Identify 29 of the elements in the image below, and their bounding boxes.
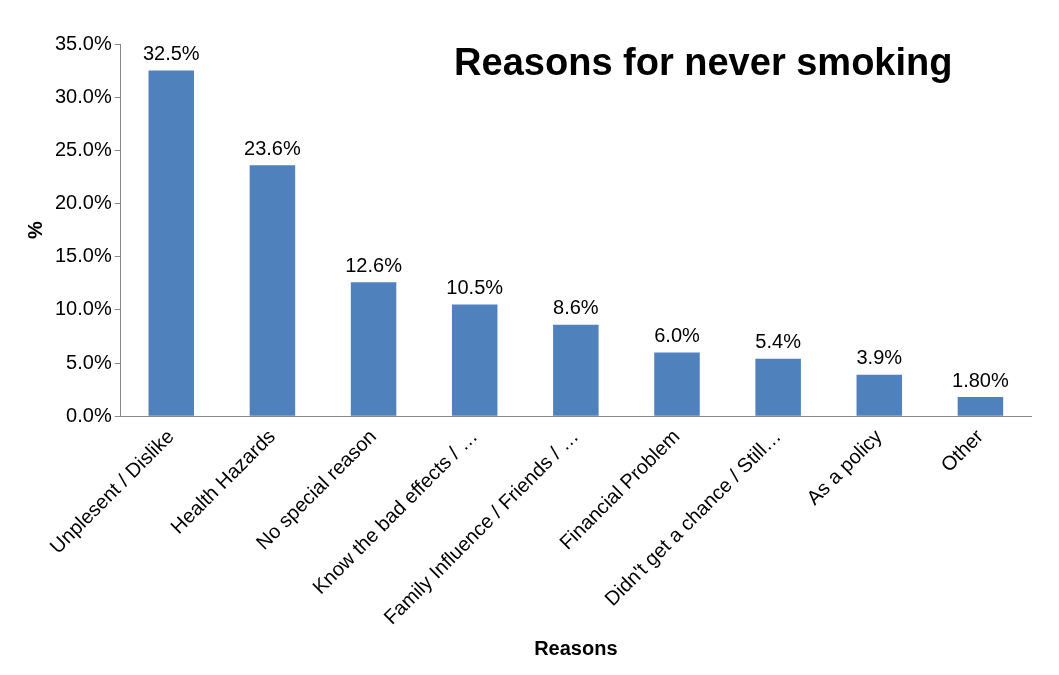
- y-tick-label: 20.0%: [54, 191, 112, 214]
- bar: [957, 397, 1004, 416]
- y-axis-title: %: [23, 220, 46, 239]
- data-label: 10.5%: [446, 276, 504, 299]
- bar: [451, 304, 498, 416]
- data-label: 8.6%: [553, 296, 599, 319]
- y-tick-label: 35.0%: [54, 31, 112, 54]
- data-label: 32.5%: [142, 42, 200, 65]
- y-tick-label: 5.0%: [66, 350, 112, 373]
- bar: [249, 165, 296, 416]
- bar: [654, 352, 700, 416]
- bar: [350, 282, 397, 416]
- data-label: 5.4%: [755, 330, 802, 353]
- bar: [755, 358, 801, 416]
- bar: [553, 324, 599, 416]
- x-axis-title: Reasons: [534, 636, 618, 659]
- bar: [856, 374, 903, 416]
- data-label: 12.6%: [345, 253, 403, 276]
- data-label: 23.6%: [244, 136, 301, 159]
- y-tick-label: 30.0%: [54, 84, 112, 107]
- data-label: 1.80%: [952, 368, 1009, 391]
- y-tick-label: 10.0%: [54, 297, 112, 320]
- chart-title: Reasons for never smoking: [454, 41, 953, 84]
- y-tick-label: 15.0%: [54, 244, 112, 267]
- bar: [148, 70, 195, 416]
- y-tick-label: 25.0%: [54, 137, 112, 160]
- y-tick-label: 0.0%: [66, 403, 112, 426]
- data-label: 6.0%: [654, 323, 700, 346]
- data-label: 3.9%: [856, 346, 903, 369]
